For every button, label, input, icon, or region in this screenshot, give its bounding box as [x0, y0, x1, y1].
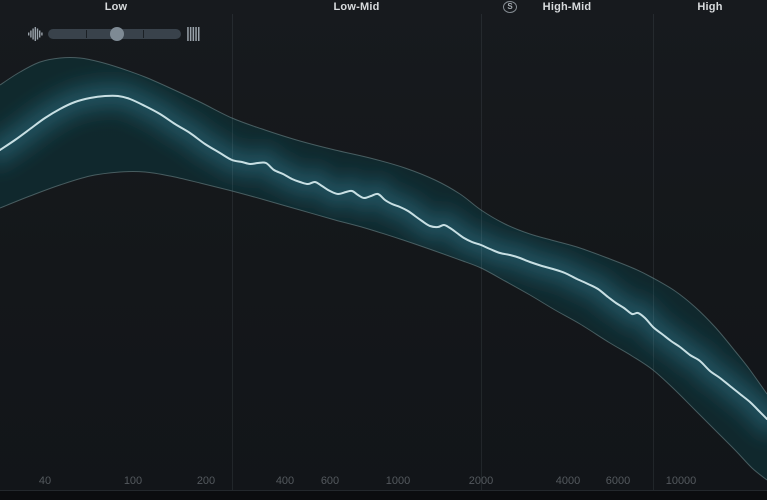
- axis-tick-200: 200: [196, 475, 216, 487]
- band-header-low-mid[interactable]: Low-Mid: [232, 0, 481, 14]
- footer-strip: [0, 490, 767, 500]
- lower-bound-curve: [0, 170, 767, 481]
- axis-tick-1000: 1000: [385, 475, 411, 487]
- upper-bound-curve: [0, 56, 767, 395]
- spectrum-curve: [0, 94, 767, 420]
- axis-tick-400: 400: [275, 475, 295, 487]
- band-header-high[interactable]: High: [653, 0, 767, 14]
- axis-tick-6000: 6000: [605, 475, 631, 487]
- slider-knob[interactable]: [110, 27, 124, 41]
- band-label: Low: [104, 1, 128, 13]
- axis-tick-4000: 4000: [555, 475, 581, 487]
- slider-tick-0: [86, 30, 87, 38]
- band-label: High-Mid: [542, 1, 592, 13]
- slider-tick-1: [143, 30, 144, 38]
- axis-tick-600: 600: [320, 475, 340, 487]
- solo-band-button[interactable]: S: [503, 1, 517, 13]
- smoothing-slider[interactable]: [48, 27, 181, 41]
- axis-tick-2000: 2000: [468, 475, 494, 487]
- axis-tick-10000: 10000: [665, 475, 697, 487]
- axis-tick-40: 40: [38, 475, 52, 487]
- band-label: Low-Mid: [333, 1, 380, 13]
- smoothing-toolbar: [27, 26, 202, 42]
- bars-icon: [187, 27, 200, 41]
- target-band-area: [0, 57, 767, 480]
- band-header-low[interactable]: Low: [0, 0, 232, 14]
- band-label: High: [697, 1, 723, 13]
- band-header-row: Low Low-Mid High-Mid High: [0, 0, 767, 14]
- frequency-axis: 40 100 200 400 600 1000 2000 4000 6000 10000: [0, 472, 767, 490]
- band-header-high-mid[interactable]: High-Mid: [481, 0, 653, 14]
- waveform-icon: [28, 27, 43, 41]
- axis-tick-100: 100: [123, 475, 143, 487]
